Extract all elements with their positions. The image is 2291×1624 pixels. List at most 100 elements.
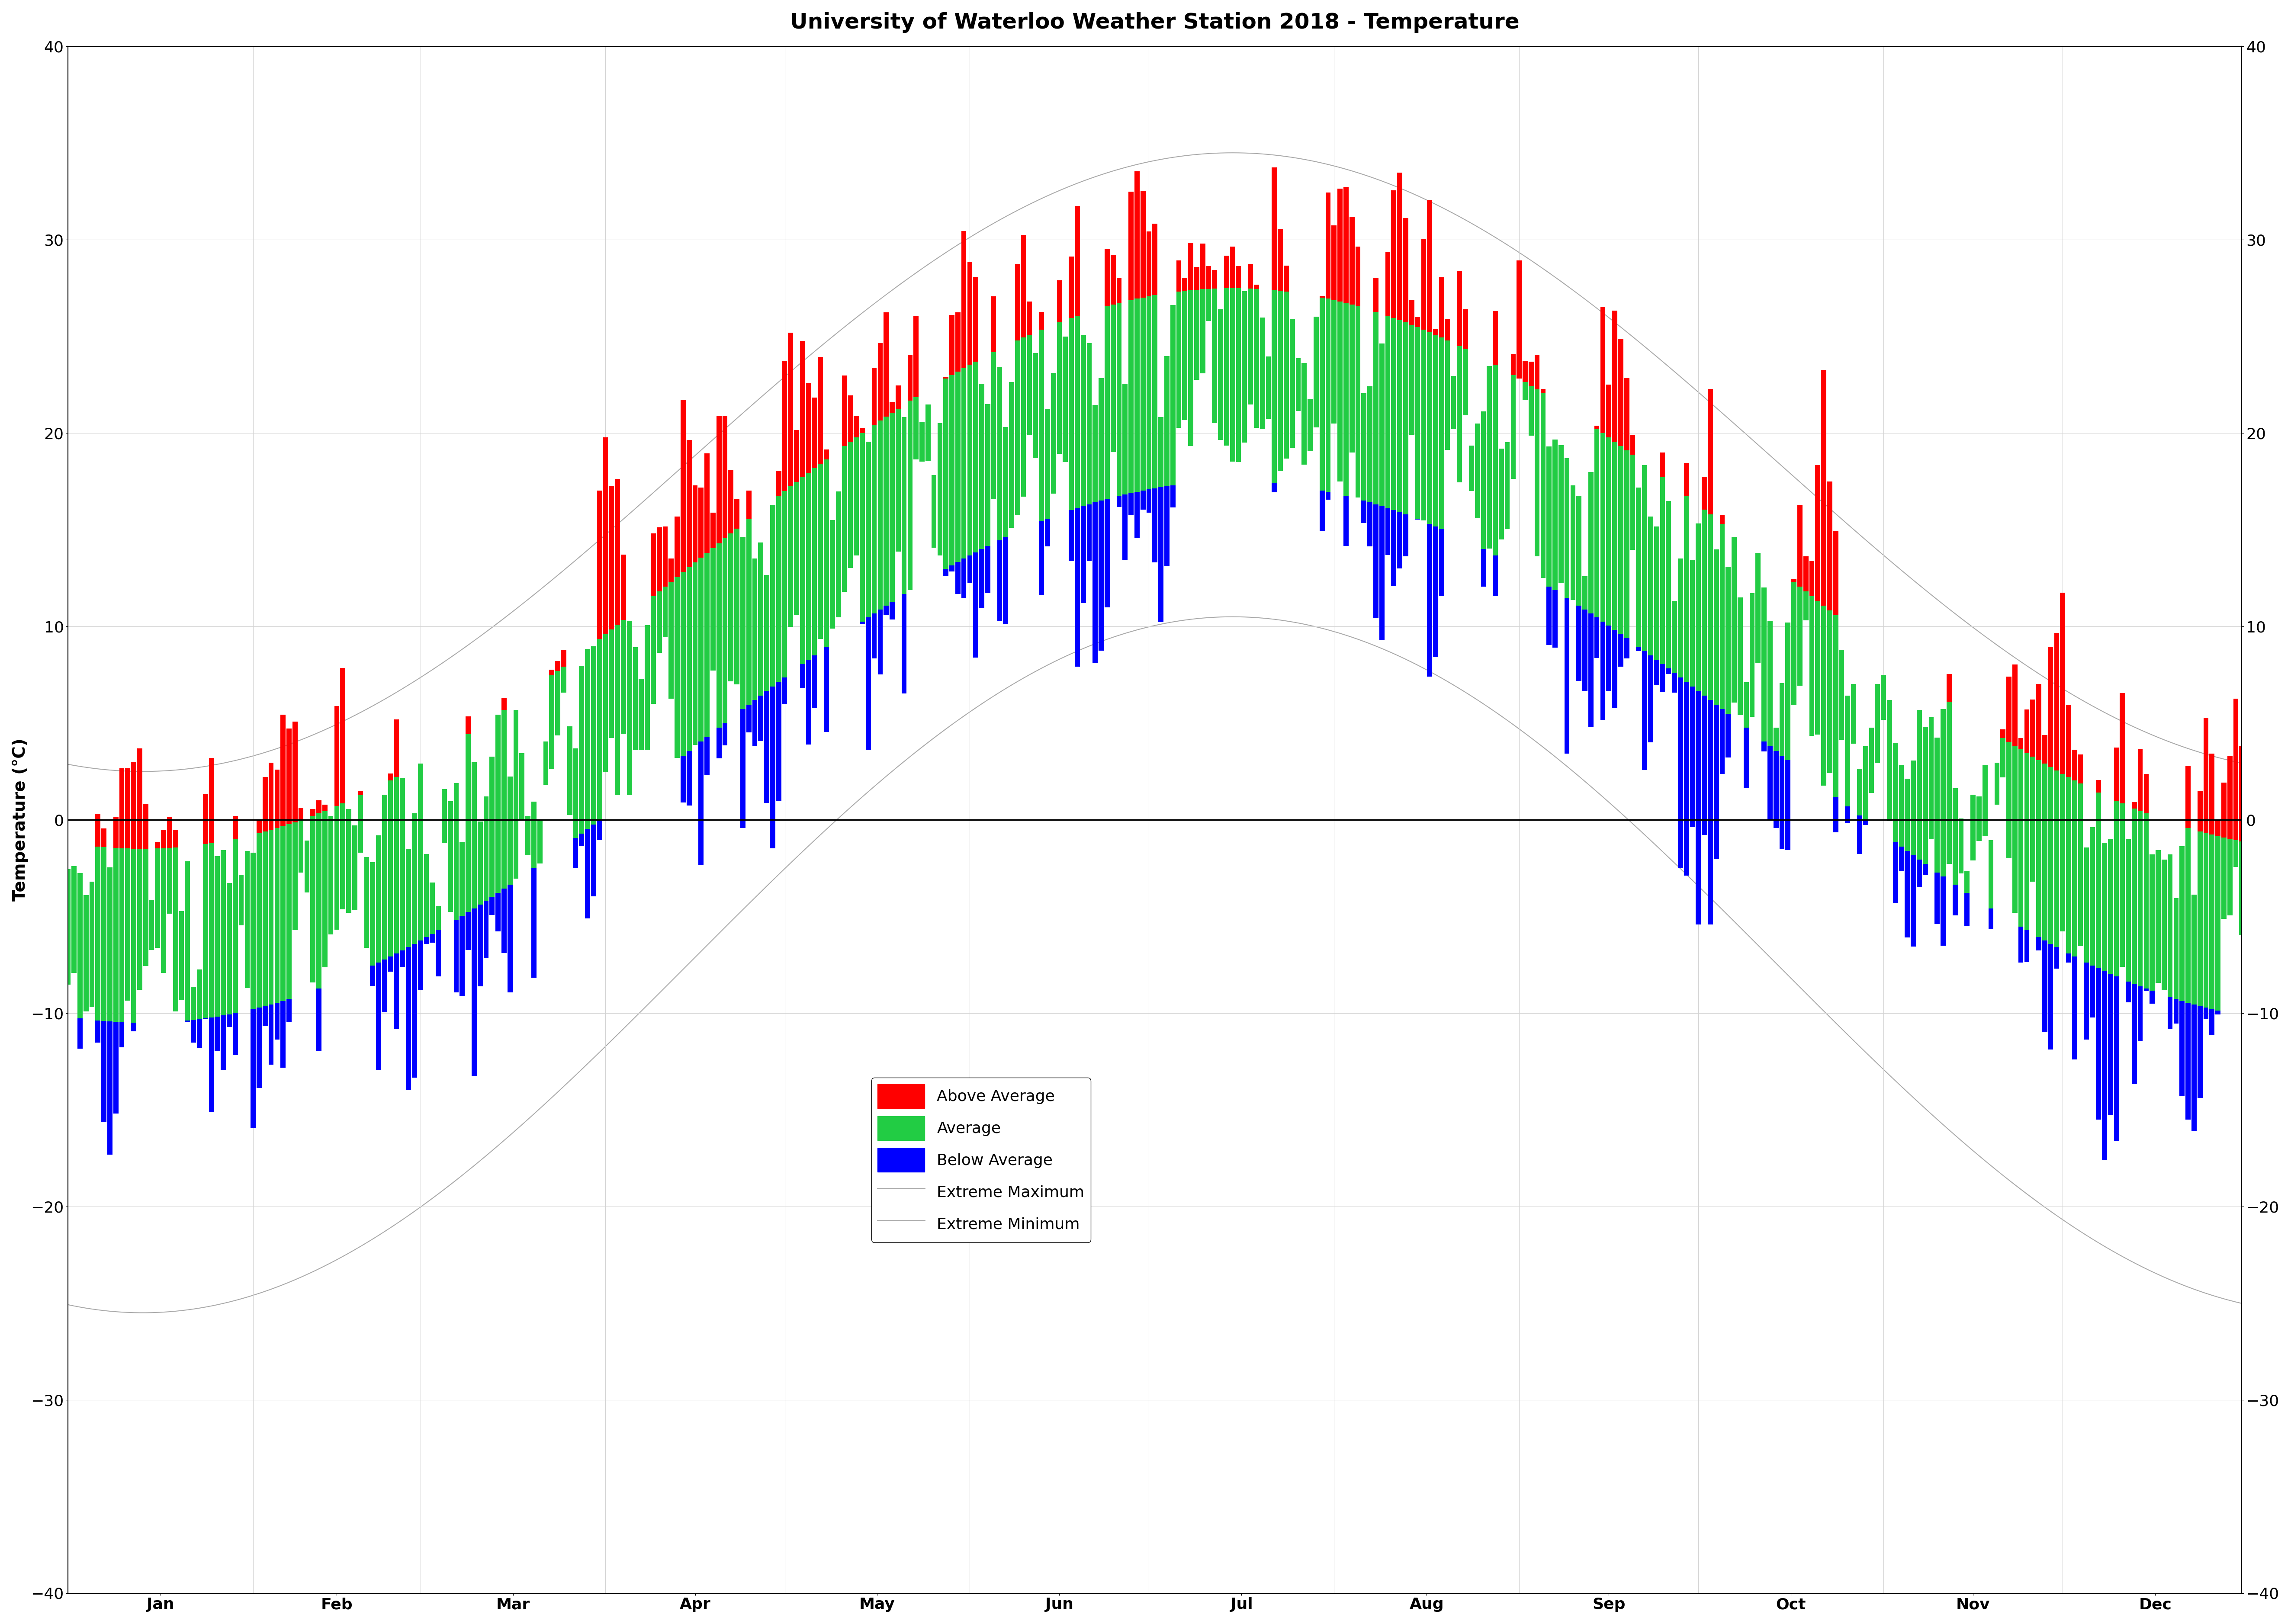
Bar [1182,291,1187,421]
Bar [495,715,499,893]
Bar [841,375,848,447]
Bar [1134,299,1139,492]
Bar [866,442,871,617]
Bar [465,913,470,950]
Bar [502,698,506,710]
Bar [948,565,955,572]
Bar [1505,442,1510,529]
Bar [357,791,364,796]
Bar [729,534,733,680]
Bar [1982,765,1989,836]
Bar [1129,494,1134,515]
Bar [692,562,699,745]
Bar [1714,705,1718,859]
Bar [978,383,985,549]
Bar [309,809,316,815]
Bar [502,710,506,888]
Bar [1175,291,1182,427]
Bar [1189,291,1194,447]
Bar [1326,492,1331,500]
Bar [208,843,213,1018]
Bar [1242,291,1246,443]
Bar [1755,552,1759,663]
Bar [142,849,149,966]
Bar [238,875,243,926]
Bar [747,490,751,520]
Bar [78,872,82,1018]
Bar [1643,464,1647,651]
Bar [483,796,488,901]
Bar [985,404,990,546]
Bar [658,528,662,591]
Bar [751,559,758,700]
Bar [2215,836,2220,1010]
Bar [937,422,942,555]
Bar [2131,984,2138,1083]
Bar [848,442,852,568]
Bar [346,809,351,913]
Bar [275,770,280,828]
Bar [614,625,621,796]
Bar [877,343,882,421]
Bar [1814,601,1821,734]
Bar [1732,538,1737,703]
Bar [1372,312,1379,503]
Bar [788,487,793,627]
Bar [1212,289,1217,424]
Bar [1223,255,1230,287]
Bar [1947,702,1952,864]
Bar [1372,503,1379,619]
Bar [257,1007,261,1088]
Bar [1194,266,1198,289]
Bar [1356,247,1361,307]
Bar [962,369,967,559]
Bar [1977,796,1982,841]
Bar [628,620,632,796]
Bar [1766,620,1773,747]
Bar [1643,651,1647,770]
Bar [818,464,822,638]
Bar [1219,309,1223,440]
Bar [962,231,967,369]
Bar [680,572,685,755]
Bar [1200,244,1205,289]
Bar [1858,815,1863,854]
Bar [1721,525,1725,710]
Bar [305,841,309,893]
Bar [573,749,577,838]
Bar [1613,630,1617,708]
Bar [669,581,674,698]
Bar [1480,549,1487,586]
Bar [621,555,625,620]
Bar [1026,335,1031,435]
Bar [669,559,674,581]
Bar [126,848,131,1000]
Bar [1052,374,1056,494]
Bar [1911,760,1915,856]
Bar [903,594,907,693]
Bar [506,776,513,885]
Bar [896,385,900,409]
Bar [263,778,268,831]
Bar [2085,848,2089,963]
Bar [1966,870,1970,893]
Bar [1074,508,1079,667]
Bar [609,486,614,630]
Bar [190,987,197,1020]
Bar [2156,849,2160,983]
Bar [1601,307,1606,434]
Bar [967,261,971,365]
Bar [286,999,291,1023]
Bar [2204,1007,2209,1020]
Bar [2138,986,2142,1041]
Bar [1171,305,1175,486]
Bar [1661,453,1666,477]
Bar [1666,500,1670,669]
Bar [687,440,692,567]
Bar [1899,765,1904,846]
Bar [387,780,394,957]
Bar [1427,200,1432,333]
Bar [1368,387,1372,502]
Bar [1595,617,1599,658]
Bar [394,719,399,776]
